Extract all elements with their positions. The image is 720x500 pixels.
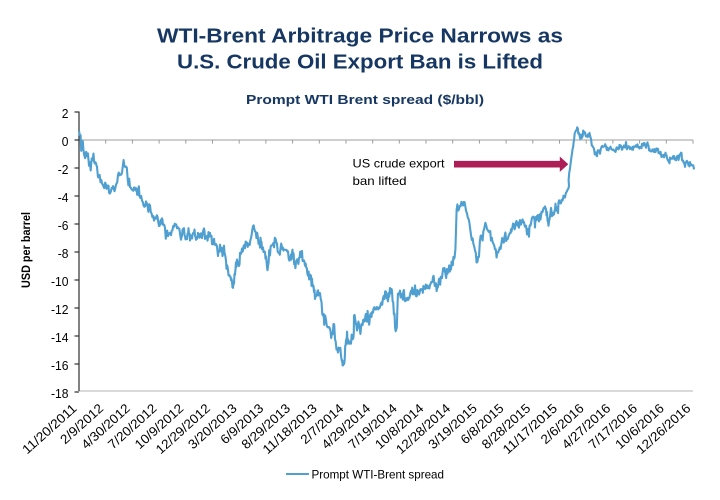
- svg-text:Prompt WTI Brent spread ($/bbl: Prompt WTI Brent spread ($/bbl): [246, 93, 484, 107]
- svg-text:0: 0: [62, 134, 69, 149]
- svg-text:-6: -6: [58, 218, 69, 233]
- svg-text:-14: -14: [51, 330, 69, 345]
- svg-text:US crude export: US crude export: [353, 157, 446, 171]
- svg-text:-8: -8: [58, 246, 69, 261]
- svg-text:WTI-Brent Arbitrage Price Narr: WTI-Brent Arbitrage Price Narrows as: [157, 26, 563, 48]
- svg-text:-16: -16: [51, 358, 69, 373]
- svg-text:Prompt WTI-Brent spread: Prompt WTI-Brent spread: [312, 467, 445, 481]
- svg-text:U.S. Crude Oil Export Ban is L: U.S. Crude Oil Export Ban is Lifted: [177, 51, 543, 73]
- svg-text:-2: -2: [58, 162, 69, 177]
- svg-text:-18: -18: [51, 386, 69, 401]
- svg-text:ban lifted: ban lifted: [353, 174, 407, 188]
- svg-text:-12: -12: [51, 302, 69, 317]
- svg-text:2: 2: [62, 106, 69, 121]
- svg-text:-10: -10: [51, 274, 69, 289]
- svg-text:USD per barrel: USD per barrel: [19, 212, 33, 288]
- svg-text:-4: -4: [58, 190, 69, 205]
